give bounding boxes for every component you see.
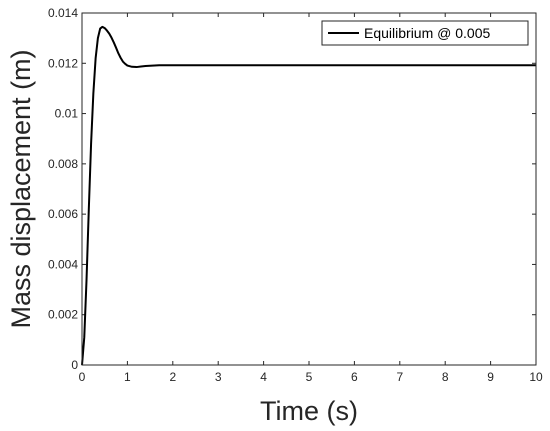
plot-frame	[81, 12, 537, 366]
x-tick-label: 2	[169, 370, 176, 384]
legend: Equilibrium @ 0.005	[321, 20, 529, 46]
x-tick-label: 0	[79, 370, 86, 384]
x-tick-label: 5	[306, 370, 313, 384]
y-axis-title: Mass displacement (m)	[6, 49, 36, 328]
tick-labels: 0 1 2 3 4 5 6 7 8 9 10 0 0.002 0.004 0.006 0.008 0.01 0.0…	[48, 6, 543, 384]
y-tick-label: 0.002	[48, 308, 78, 322]
legend-label: Equilibrium @ 0.005	[364, 25, 490, 41]
y-tick-label: 0.006	[48, 207, 78, 221]
y-tick-label: 0.004	[48, 257, 78, 271]
x-tick-label: 10	[529, 370, 543, 384]
x-tick-label: 4	[260, 370, 267, 384]
x-tick-label: 8	[442, 370, 449, 384]
x-tick-label: 6	[351, 370, 358, 384]
x-tick-label: 3	[215, 370, 222, 384]
x-tick-label: 7	[396, 370, 403, 384]
series-layer	[81, 25, 536, 366]
x-tick-label: 1	[124, 370, 131, 384]
y-tick-label: 0.01	[55, 107, 79, 121]
series-line-0	[81, 25, 536, 366]
plot-background	[82, 13, 536, 365]
y-tick-label: 0.012	[48, 56, 78, 70]
x-tick-label: 9	[487, 370, 494, 384]
y-tick-label: 0	[71, 358, 78, 372]
y-tick-label: 0.008	[48, 157, 78, 171]
y-tick-label: 0.014	[48, 6, 78, 20]
x-axis-title: Time (s)	[260, 396, 358, 426]
